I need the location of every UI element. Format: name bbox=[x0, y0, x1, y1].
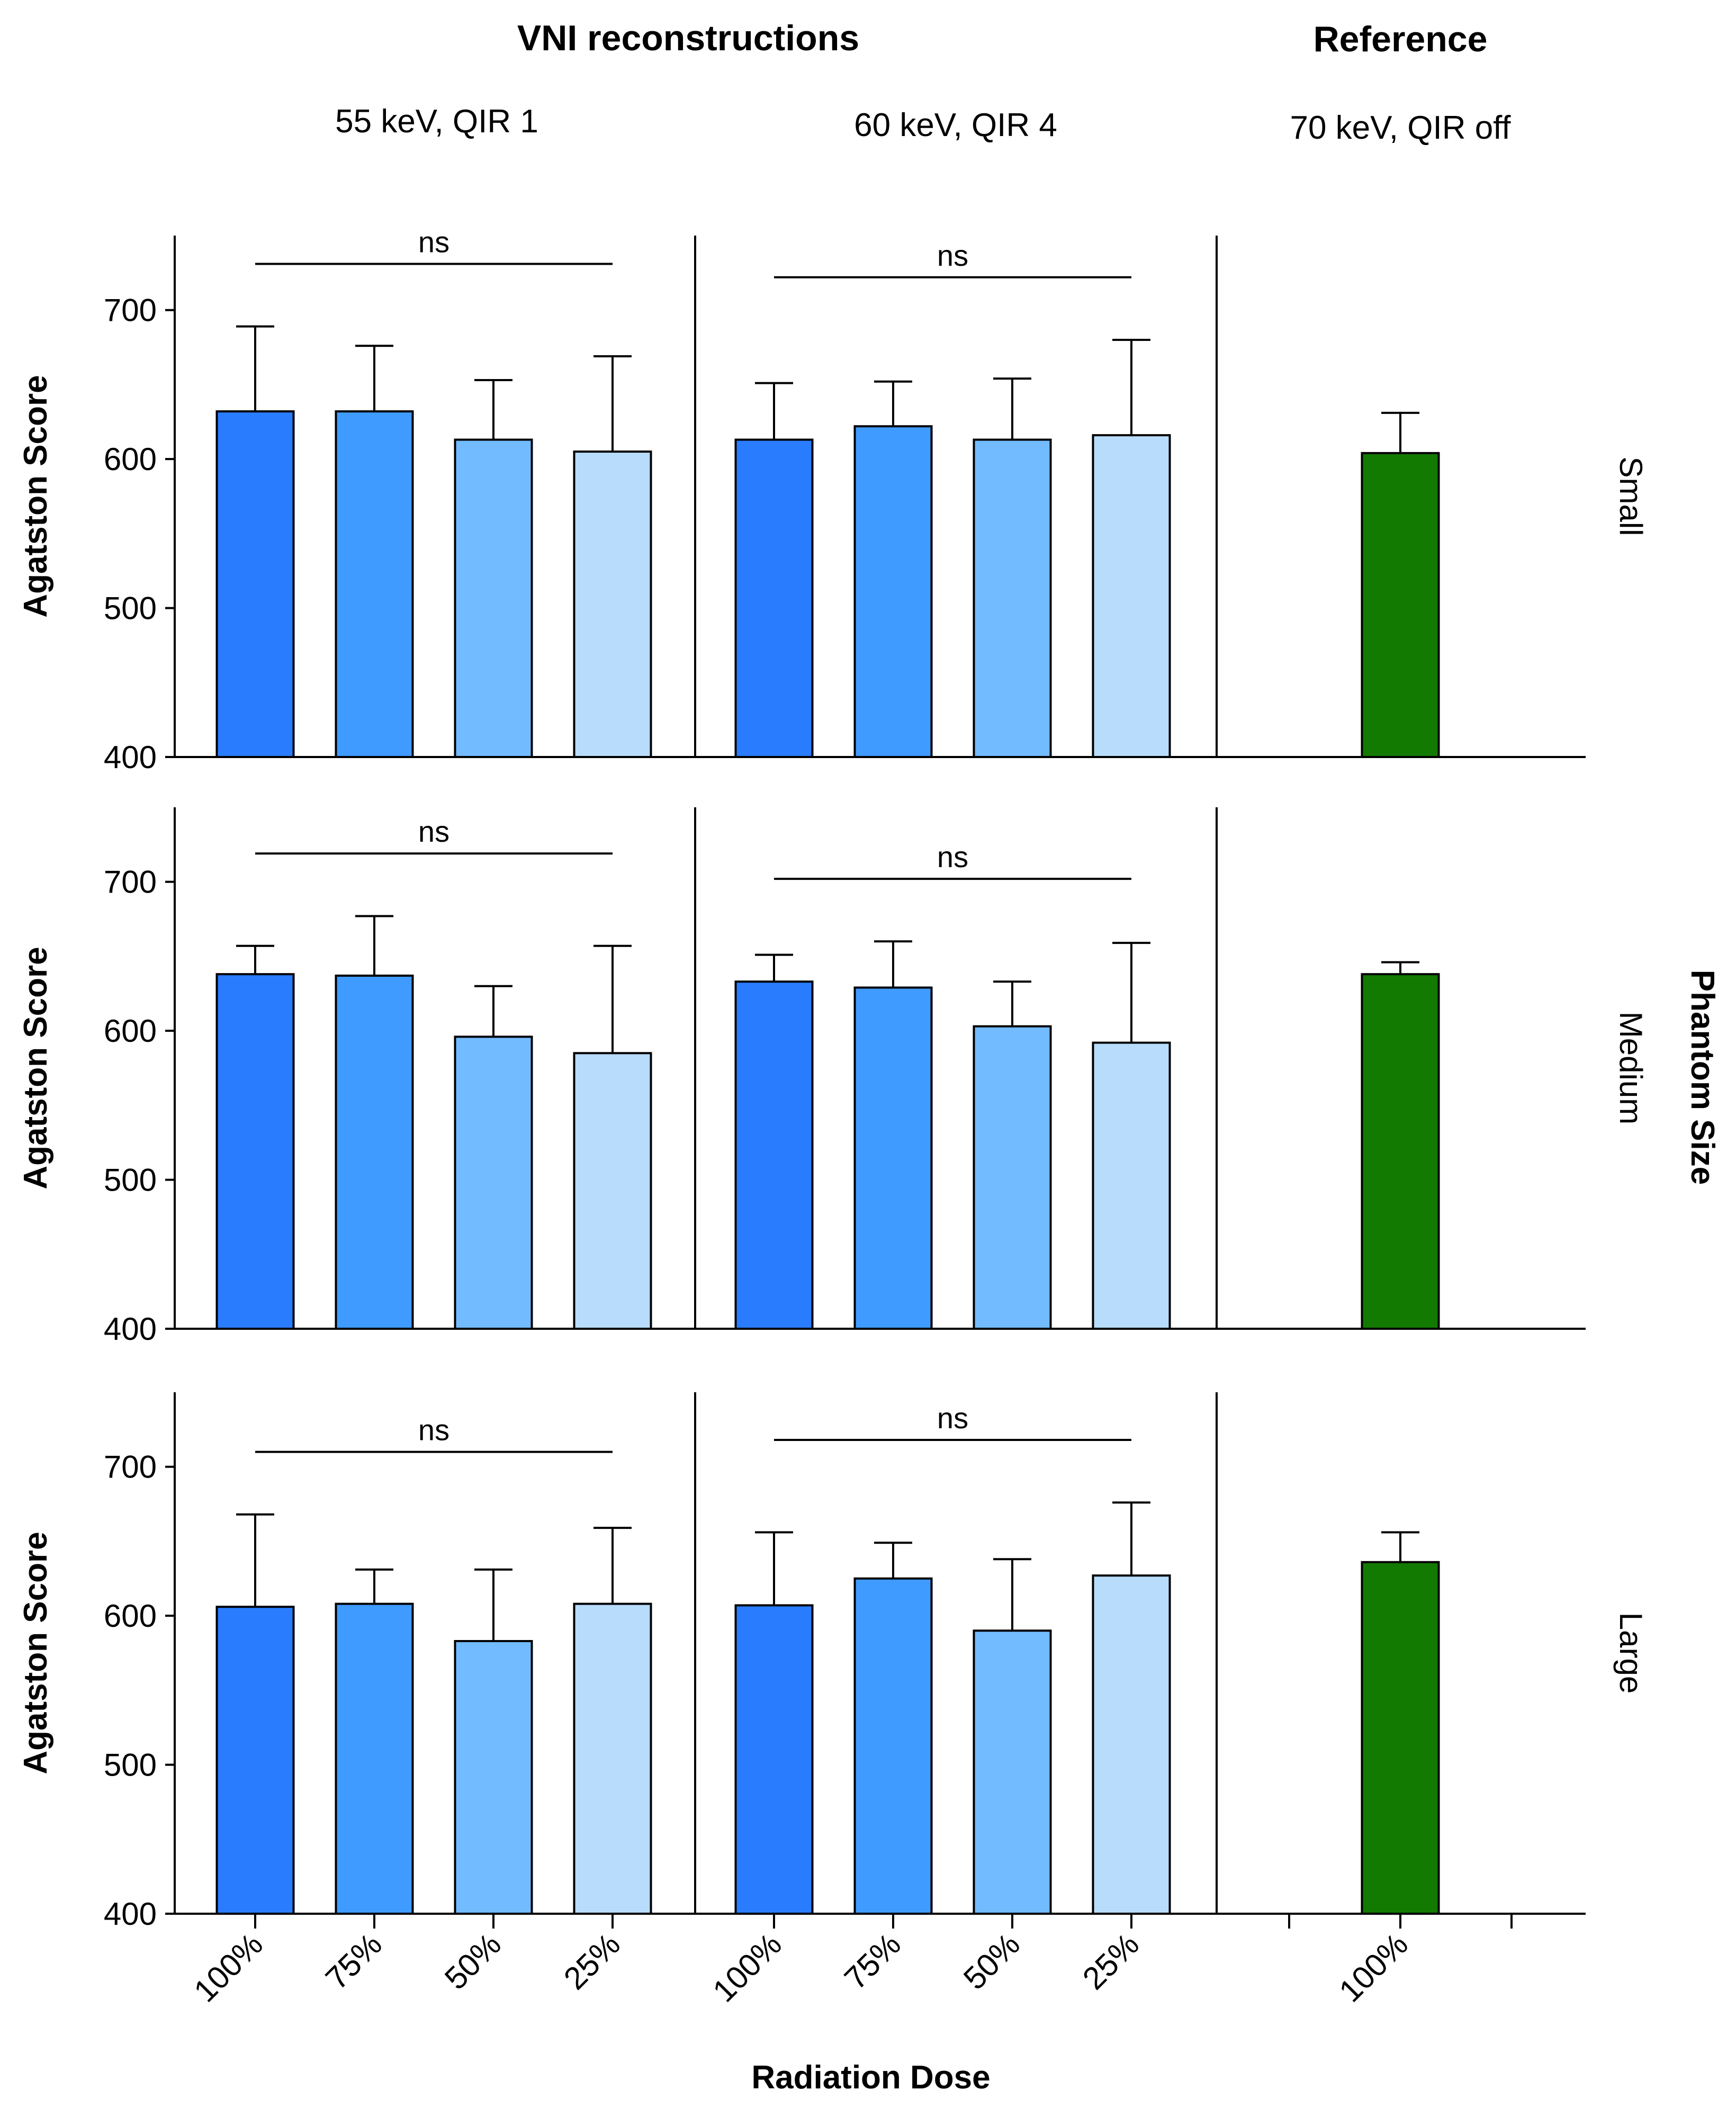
bar bbox=[734, 438, 814, 758]
bar bbox=[1361, 973, 1440, 1330]
significance-label: ns bbox=[937, 239, 968, 272]
bar bbox=[1092, 1574, 1171, 1915]
bar bbox=[973, 438, 1052, 758]
x-tick-label: 25% bbox=[1076, 1926, 1146, 1996]
bar bbox=[1092, 1041, 1171, 1330]
bar bbox=[973, 1025, 1052, 1330]
y-tick-label: 400 bbox=[104, 1311, 157, 1347]
row-label: Medium bbox=[1613, 1012, 1649, 1124]
y-tick-label: 700 bbox=[104, 1449, 157, 1485]
y-axis-label: Agatston Score bbox=[17, 947, 54, 1189]
x-tick-label: 50% bbox=[957, 1926, 1027, 1996]
column-subtitle-60kev: 60 keV, QIR 4 bbox=[854, 107, 1057, 143]
bar bbox=[573, 451, 652, 758]
x-tick-label: 100% bbox=[1332, 1926, 1415, 2009]
bar bbox=[215, 1606, 295, 1915]
y-tick-label: 500 bbox=[104, 591, 157, 626]
bar bbox=[454, 1035, 533, 1330]
bar bbox=[1092, 434, 1171, 758]
bar bbox=[454, 438, 533, 758]
significance-label: ns bbox=[418, 815, 449, 848]
x-tick-label: 50% bbox=[438, 1926, 508, 1996]
bar bbox=[1361, 452, 1440, 758]
column-subtitle-70kev: 70 keV, QIR off bbox=[1290, 110, 1511, 146]
bar bbox=[1361, 1561, 1440, 1915]
bar bbox=[335, 975, 414, 1330]
y-tick-label: 400 bbox=[104, 740, 157, 775]
bar bbox=[853, 1577, 933, 1915]
x-tick-label: 100% bbox=[706, 1926, 788, 2009]
bar bbox=[215, 973, 295, 1330]
x-tick-label: 75% bbox=[838, 1926, 907, 1996]
bar bbox=[853, 425, 933, 758]
bar bbox=[215, 410, 295, 758]
significance-label: ns bbox=[418, 225, 449, 258]
y-tick-label: 700 bbox=[104, 293, 157, 328]
bar bbox=[335, 1602, 414, 1915]
column-subtitle-55kev: 55 keV, QIR 1 bbox=[335, 103, 538, 140]
row-label: Small bbox=[1613, 456, 1649, 536]
y-tick-label: 500 bbox=[104, 1747, 157, 1783]
bar bbox=[335, 410, 414, 758]
y-tick-label: 600 bbox=[104, 442, 157, 477]
x-tick-label: 75% bbox=[319, 1926, 389, 1996]
x-tick-label: 25% bbox=[557, 1926, 627, 1996]
bar bbox=[573, 1052, 652, 1330]
group-title-reference: Reference bbox=[1314, 19, 1488, 59]
x-tick-label: 100% bbox=[187, 1926, 269, 2009]
bar bbox=[734, 980, 814, 1330]
bar bbox=[853, 986, 933, 1330]
y-axis-label: Agatston Score bbox=[17, 1532, 54, 1774]
row-label: Large bbox=[1613, 1612, 1649, 1693]
bar bbox=[573, 1602, 652, 1915]
bar bbox=[454, 1639, 533, 1915]
x-axis-label: Radiation Dose bbox=[751, 2059, 990, 2096]
plot-area: 400 500 600 700 Agatston Score ns ns Small 400 50… bbox=[17, 225, 1649, 2008]
y-axis-label: Agatston Score bbox=[17, 375, 54, 617]
significance-label: ns bbox=[418, 1413, 449, 1447]
y-tick-label: 600 bbox=[104, 1013, 157, 1049]
y-tick-label: 700 bbox=[104, 864, 157, 900]
bar bbox=[973, 1629, 1052, 1915]
y-tick-label: 600 bbox=[104, 1598, 157, 1634]
significance-label: ns bbox=[937, 1401, 968, 1435]
group-title-vni: VNI reconstructions bbox=[517, 18, 859, 58]
y-tick-label: 500 bbox=[104, 1163, 157, 1198]
y-tick-label: 400 bbox=[104, 1896, 157, 1932]
bar bbox=[734, 1604, 814, 1915]
phantom-size-label: Phantom Size bbox=[1684, 970, 1721, 1185]
significance-label: ns bbox=[937, 840, 968, 873]
